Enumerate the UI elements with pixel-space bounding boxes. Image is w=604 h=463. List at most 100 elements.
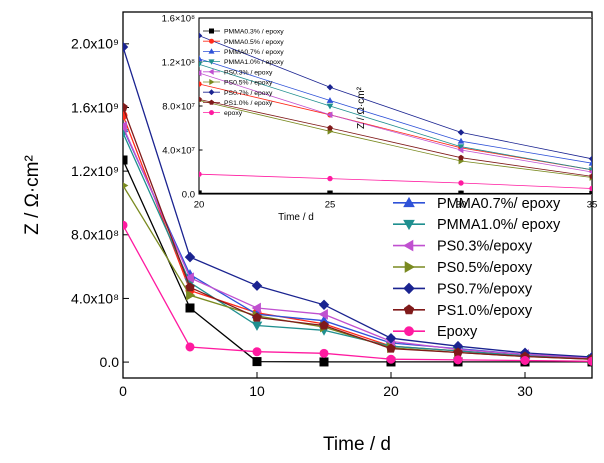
main-series-line-ps1-0-epoxy bbox=[123, 107, 592, 360]
main-data-point-epoxy bbox=[252, 347, 262, 357]
legend-label: PMMA1.0%/ epoxy bbox=[437, 217, 561, 233]
inset-data-point-pmma0-5-epoxy bbox=[199, 81, 202, 87]
inset-data-point-ps0-7-epoxy bbox=[199, 32, 203, 39]
legend-marker bbox=[404, 261, 415, 273]
main-y-tick-label: 1.2x10⁹ bbox=[71, 163, 119, 179]
main-data-point-epoxy bbox=[319, 348, 329, 358]
main-data-point-epoxy bbox=[520, 355, 530, 365]
inset-legend-entry-ps1-0-epoxy: PS1.0% / epoxy bbox=[203, 99, 273, 107]
legend-marker bbox=[404, 326, 414, 337]
main-data-point-ps0-7-epoxy bbox=[123, 41, 129, 53]
main-data-point-epoxy bbox=[123, 220, 128, 230]
main-data-point-ps1-0-epoxy bbox=[252, 312, 262, 322]
main-data-point-epoxy bbox=[386, 354, 396, 364]
main-data-point-pmma0-3-epoxy bbox=[319, 357, 329, 367]
inset-data-point-pmma0-3-epoxy bbox=[458, 190, 464, 194]
inset-series-ps0-7-epoxy bbox=[199, 32, 592, 163]
inset-x-tick-label: 20 bbox=[194, 200, 205, 211]
inset-legend-marker bbox=[208, 68, 214, 75]
inset-data-point-pmma0-7-epoxy bbox=[199, 55, 203, 62]
inset-x-axis-title: Time / d bbox=[278, 212, 314, 223]
y-axis-title: Z / Ω·cm² bbox=[22, 155, 43, 235]
legend-label: PS0.7%/epoxy bbox=[437, 281, 533, 297]
inset-legend-entry-pmma0-7-epoxy: PMMA0.7% / epoxy bbox=[203, 48, 284, 56]
inset-legend-marker bbox=[209, 110, 215, 116]
main-data-point-ps0-7-epoxy bbox=[318, 299, 330, 311]
main-data-point-pmma0-3-epoxy bbox=[123, 155, 128, 165]
main-series-line-epoxy bbox=[123, 224, 592, 362]
inset-series-line-ps0-7-epoxy bbox=[199, 35, 592, 160]
inset-legend-marker bbox=[208, 48, 215, 54]
inset-legend-entry-epoxy: epoxy bbox=[203, 110, 243, 117]
inset-series-line-pmma0-7-epoxy bbox=[199, 58, 592, 164]
inset-legend-marker bbox=[208, 59, 215, 65]
main-series-epoxy bbox=[123, 220, 592, 366]
inset-data-point-pmma0-3-epoxy bbox=[199, 190, 202, 194]
main-series-line-ps0-3-epoxy bbox=[123, 126, 592, 359]
inset-series-line-pmma0-5-epoxy bbox=[199, 83, 592, 171]
inset-series-epoxy bbox=[199, 171, 592, 192]
inset-series-line-ps0-3-epoxy bbox=[199, 72, 592, 173]
inset-data-point-pmma0-7-epoxy bbox=[457, 137, 465, 144]
inset-data-point-pmma1-0-epoxy bbox=[457, 144, 465, 151]
main-data-point-pmma0-3-epoxy bbox=[185, 303, 195, 313]
legend-marker bbox=[403, 219, 415, 231]
inset-y-axis-title: Z / Ω·cm² bbox=[356, 86, 367, 129]
main-y-tick-label: 4.0x10⁸ bbox=[71, 290, 119, 306]
inset-background bbox=[200, 17, 592, 195]
main-data-point-ps0-7-epoxy bbox=[251, 280, 263, 291]
legend-label: PS1.0%/epoxy bbox=[437, 303, 533, 319]
main-data-point-ps0-7-epoxy bbox=[385, 332, 397, 344]
inset-data-point-ps0-7-epoxy bbox=[326, 84, 334, 91]
inset-legend-label: PS0.5% / epoxy bbox=[224, 80, 273, 87]
main-y-tick-label: 8.0x10⁸ bbox=[71, 227, 119, 243]
inset-legend-label: epoxy bbox=[224, 110, 243, 117]
x-axis-title: Time / d bbox=[323, 434, 391, 455]
inset-data-point-ps1-0-epoxy bbox=[458, 154, 464, 161]
main-series-line-pmma0-3-epoxy bbox=[123, 159, 592, 363]
inset-data-point-ps0-3-epoxy bbox=[457, 146, 464, 154]
legend-marker bbox=[403, 282, 415, 295]
inset-series-ps1-0-epoxy bbox=[199, 96, 592, 179]
inset-legend-label: PS0.7% / epoxy bbox=[224, 90, 273, 97]
main-x-tick-label: 10 bbox=[249, 383, 265, 399]
legend-label: Epoxy bbox=[437, 324, 478, 340]
inset-series-pmma1-0-epoxy bbox=[199, 61, 592, 174]
inset-legend-entry-pmma1-0-epoxy: PMMA1.0% / epoxy bbox=[203, 59, 284, 66]
inset-data-point-ps0-3-epoxy bbox=[199, 69, 202, 77]
inset-legend-marker bbox=[208, 89, 215, 96]
legend-marker bbox=[403, 196, 415, 208]
main-data-point-epoxy bbox=[453, 355, 463, 365]
inset-legend-marker bbox=[209, 38, 215, 44]
inset-y-tick-label: 0.0 bbox=[182, 189, 195, 200]
main-data-point-pmma0-3-epoxy bbox=[252, 357, 262, 367]
main-data-point-ps0-7-epoxy bbox=[184, 251, 196, 263]
main-series-line-pmma1-0-epoxy bbox=[123, 132, 592, 360]
inset-legend-label: PMMA0.7% / epoxy bbox=[224, 49, 284, 56]
inset-legend-entry-ps0-7-epoxy: PS0.7% / epoxy bbox=[203, 89, 273, 97]
main-data-point-ps0-3-epoxy bbox=[318, 308, 328, 320]
inset-legend: PMMA0.3% / epoxy PMMA0.5% / epoxy PMMA0.7%… bbox=[203, 28, 284, 117]
inset-legend-marker bbox=[209, 78, 215, 86]
inset-data-point-ps0-3-epoxy bbox=[326, 111, 333, 119]
main-data-point-ps0-5-epoxy bbox=[123, 182, 129, 189]
inset-series-line-ps0-5-epoxy bbox=[199, 100, 592, 178]
main-data-point-ps1-0-epoxy bbox=[123, 102, 128, 112]
inset-data-point-epoxy bbox=[589, 185, 592, 192]
main-series-group bbox=[123, 41, 592, 367]
inset-data-point-ps1-0-epoxy bbox=[589, 173, 592, 179]
inset-y-tick-label: 4.0×10⁷ bbox=[162, 145, 195, 156]
inset-data-point-epoxy bbox=[199, 171, 202, 177]
main-data-point-pmma1-0-epoxy bbox=[251, 321, 263, 331]
main-data-point-epoxy bbox=[587, 356, 592, 366]
inset-data-point-epoxy bbox=[327, 175, 333, 182]
legend-entry-ps0-5-epoxy: PS0.5%/epoxy bbox=[393, 260, 533, 276]
inset-legend-marker bbox=[208, 99, 215, 105]
main-series-line-ps0-7-epoxy bbox=[123, 46, 592, 358]
legend-entry-pmma1-0-epoxy: PMMA1.0%/ epoxy bbox=[393, 217, 561, 233]
inset-y-tick-label: 1.6×10⁸ bbox=[162, 13, 195, 24]
inset-y-tick-label: 8.0×10⁷ bbox=[162, 101, 195, 112]
inset-data-point-ps1-0-epoxy bbox=[199, 96, 202, 102]
main-series-ps0-7-epoxy bbox=[123, 41, 592, 363]
